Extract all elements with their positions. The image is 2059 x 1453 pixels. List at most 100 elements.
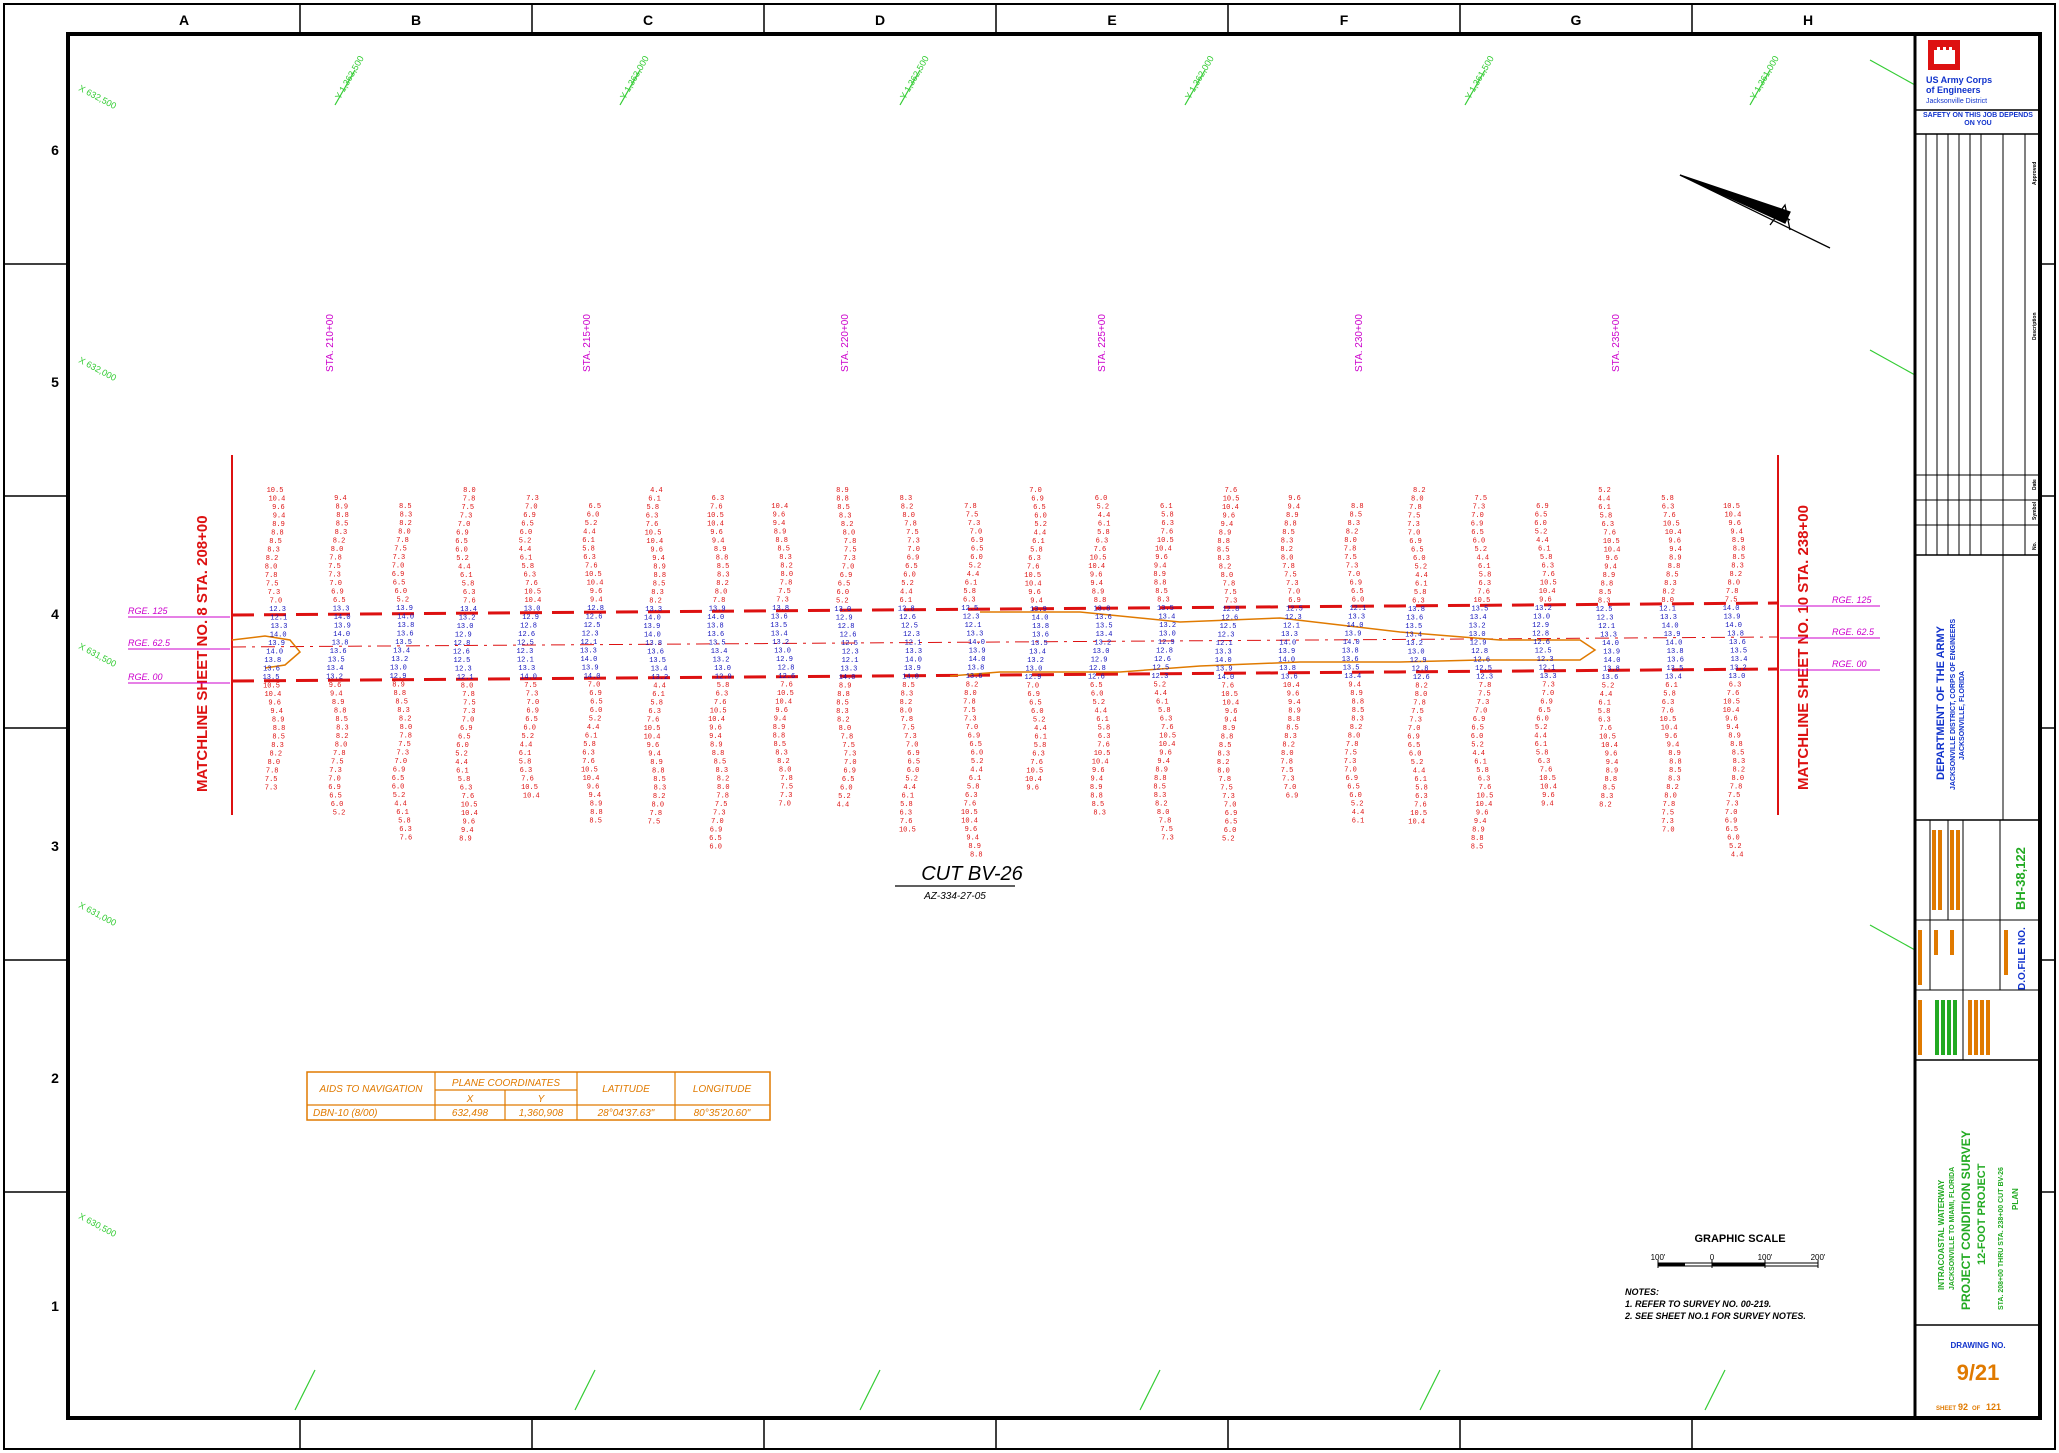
sounding-value: 9.4: [1287, 504, 1300, 512]
sounding-value: 13.5: [395, 639, 412, 647]
sounding-value: 6.5: [455, 538, 468, 546]
sounding-value: 6.3: [899, 810, 912, 818]
sounding-value: 5.2: [396, 597, 409, 605]
sounding-value: 6.1: [456, 768, 469, 776]
sounding-value: 8.9: [1155, 767, 1168, 775]
sounding-value: 13.4: [1344, 673, 1361, 681]
file-no: BH-38,122: [2013, 847, 2028, 910]
sounding-value: 8.8: [1090, 793, 1103, 801]
sounding-value: 7.8: [964, 503, 977, 511]
sounding-value: 12.1: [1539, 665, 1556, 673]
department-line: JACKSONVILLE DISTRICT, CORPS OF ENGINEER…: [1950, 619, 1957, 790]
sounding-value: 7.5: [1661, 810, 1674, 818]
sounding-value: 10.5: [1540, 580, 1557, 588]
scale-tick: 0: [1710, 1253, 1715, 1262]
sounding-value: 7.5: [902, 725, 915, 733]
sounding-value: 8.9: [590, 801, 603, 809]
sounding-value: 8.0: [265, 564, 278, 572]
sounding-value: 14.0: [580, 656, 597, 664]
sounding-value: 5.8: [1161, 512, 1174, 520]
sounding-value: 8.0: [779, 767, 792, 775]
sounding-value: 8.9: [653, 564, 666, 572]
revision-headers: Approved Description Date Symbol No.: [2032, 162, 2038, 550]
sounding-value: 7.8: [1218, 776, 1231, 784]
sounding-value: 4.4: [1600, 691, 1613, 699]
sounding-value: 7.3: [1726, 801, 1739, 809]
sounding-value: 12.3: [903, 631, 920, 639]
sounding-value: 12.5: [961, 605, 978, 613]
sounding-value: 8.5: [1471, 844, 1484, 852]
row-number: 6: [51, 142, 59, 158]
sounding-value: 12.5: [901, 623, 918, 631]
sounding-value: 6.3: [1478, 776, 1491, 784]
row-number: 1: [51, 1298, 59, 1314]
sounding-value: 12.1: [1216, 640, 1233, 648]
sounding-value: 13.2: [326, 674, 343, 682]
sounding-value: 10.5: [461, 802, 478, 810]
sounding-value: 9.4: [1667, 742, 1680, 750]
sounding-value: 6.9: [1409, 538, 1422, 546]
sounding-value: 12.9: [522, 614, 539, 622]
sounding-value: 12.9: [776, 656, 793, 664]
sounding-value: 7.3: [907, 538, 920, 546]
station-labels: STA. 210+00 STA. 215+00 STA. 220+00 STA.…: [325, 314, 1622, 372]
sounding-value: 12.5: [584, 622, 601, 630]
sounding-value: 7.3: [1286, 580, 1299, 588]
sounding-value: 9.6: [1026, 785, 1039, 793]
sounding-value: 9.6: [773, 512, 786, 520]
sounding-value: 12.5: [1220, 623, 1237, 631]
sounding-value: 8.3: [717, 572, 730, 580]
sounding-value: 7.6: [1727, 690, 1740, 698]
sounding-value: 9.6: [647, 742, 660, 750]
sounding-value: 8.8: [273, 725, 286, 733]
sounding-value: 6.0: [1091, 691, 1104, 699]
sounding-value: 6.5: [392, 775, 405, 783]
range-label: RGE. 00: [128, 672, 163, 682]
sounding-value: 8.5: [1219, 742, 1232, 750]
aids-cell: 1,360,908: [519, 1108, 564, 1119]
station-label: STA. 210+00: [325, 314, 336, 372]
sounding-value: 10.5: [1663, 521, 1680, 529]
sounding-value: 13.9: [1216, 666, 1233, 674]
sounding-value: 7.3: [1282, 776, 1295, 784]
sounding-value: 8.9: [1603, 572, 1616, 580]
sounding-value: 6.1: [519, 750, 532, 758]
sounding-value: 14.0: [1604, 657, 1621, 665]
sounding-value: 5.2: [1474, 546, 1487, 554]
sounding-value: 10.5: [1476, 793, 1493, 801]
sounding-value: 6.0: [1727, 835, 1740, 843]
sounding-value: 7.8: [1413, 700, 1426, 708]
sounding-value: 13.8: [1032, 623, 1049, 631]
sounding-value: 10.4: [1222, 700, 1239, 708]
sounding-value: 9.4: [1474, 818, 1487, 826]
sounding-value: 9.6: [1092, 767, 1105, 775]
sounding-value: 12.5: [841, 640, 858, 648]
sounding-value: 10.4: [775, 699, 792, 707]
aids-cell: DBN-10 (8/00): [313, 1108, 377, 1119]
sounding-value: 13.0: [524, 606, 541, 614]
aids-header: PLANE COORDINATES: [452, 1078, 560, 1089]
sounding-value: 6.0: [1534, 520, 1547, 528]
sounding-value: 8.2: [1413, 487, 1426, 495]
sounding-value: 6.5: [971, 546, 984, 554]
sounding-value: 10.4: [268, 496, 285, 504]
sounding-value: 7.8: [841, 734, 854, 742]
sounding-value: 12.9: [455, 632, 472, 640]
sounding-value: 7.0: [1542, 690, 1555, 698]
sounding-value: 8.5: [269, 538, 282, 546]
sounding-value: 12.8: [1222, 606, 1239, 614]
sounding-value: 8.0: [1415, 691, 1428, 699]
sounding-value: 13.9: [643, 623, 660, 631]
sounding-value: 7.6: [1542, 571, 1555, 579]
sounding-value: 12.9: [1024, 674, 1041, 682]
sounding-value: 8.9: [839, 683, 852, 691]
sounding-value: 6.0: [520, 529, 533, 537]
sounding-value: 4.4: [1098, 512, 1111, 520]
sounding-value: 10.4: [1723, 707, 1740, 715]
sounding-value: 8.9: [1153, 571, 1166, 579]
sounding-value: 6.5: [588, 503, 601, 511]
sounding-value: 6.5: [393, 580, 406, 588]
sounding-value: 6.3: [1478, 580, 1491, 588]
sounding-value: 5.2: [456, 555, 469, 563]
sounding-value: 8.5: [1669, 767, 1682, 775]
